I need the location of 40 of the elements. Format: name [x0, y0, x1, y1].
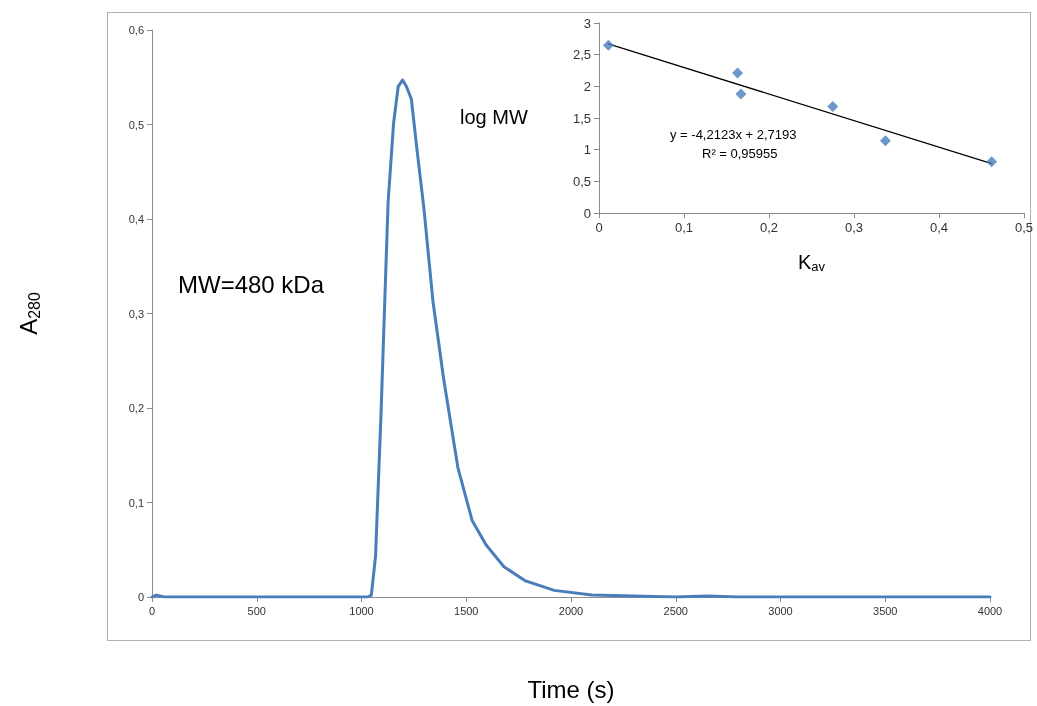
y-tick-label: 0,6 — [128, 24, 144, 36]
x-tick-label: 3000 — [768, 604, 793, 617]
x-tick-label: 2500 — [663, 604, 688, 617]
x-axis-title: Time (s) — [527, 675, 615, 703]
point — [827, 101, 839, 113]
y-tick-label: 0,5 — [572, 173, 591, 189]
y-tick-label: 2,5 — [572, 47, 591, 63]
y-axis-title: log MW — [460, 106, 528, 128]
annotation: R² = 0,95955 — [702, 146, 778, 161]
x-tick-label: 0 — [148, 604, 156, 617]
y-tick-label: 2 — [583, 78, 591, 94]
x-tick-label: 0,3 — [844, 220, 864, 235]
y-tick-label: 0,1 — [128, 496, 144, 509]
y-tick-label: 3 — [583, 15, 591, 31]
annotation: MW=480 kDa — [178, 270, 325, 298]
y-tick-label: 1 — [583, 142, 591, 158]
point — [602, 39, 614, 51]
x-tick-label: 0,4 — [929, 220, 949, 235]
point — [732, 67, 744, 79]
x-tick-label: 3500 — [873, 604, 898, 617]
x-tick-label: 0 — [595, 220, 603, 235]
x-tick-label: 1500 — [454, 604, 479, 617]
x-tick-label: 0,5 — [1014, 220, 1034, 235]
y-tick-label: 1,5 — [572, 110, 591, 126]
x-tick-label: 2000 — [558, 604, 584, 617]
x-tick-label: 1000 — [349, 604, 374, 617]
point — [735, 88, 747, 100]
y-axis-title: A280 — [14, 292, 43, 335]
x-tick-label: 500 — [247, 604, 266, 617]
y-tick-label: 0,5 — [128, 118, 144, 131]
x-tick-label: 0,2 — [759, 220, 779, 235]
point — [986, 156, 998, 168]
y-tick-label: 0 — [137, 591, 144, 603]
annotation: y = -4,2123x + 2,7193 — [670, 127, 797, 142]
x-tick-label: 0,1 — [674, 220, 694, 235]
point — [879, 135, 891, 147]
y-tick-label: 0,3 — [128, 307, 144, 320]
y-tick-label: 0,2 — [128, 402, 144, 414]
y-tick-label: 0 — [583, 205, 591, 221]
x-tick-label: 4000 — [977, 604, 1003, 617]
